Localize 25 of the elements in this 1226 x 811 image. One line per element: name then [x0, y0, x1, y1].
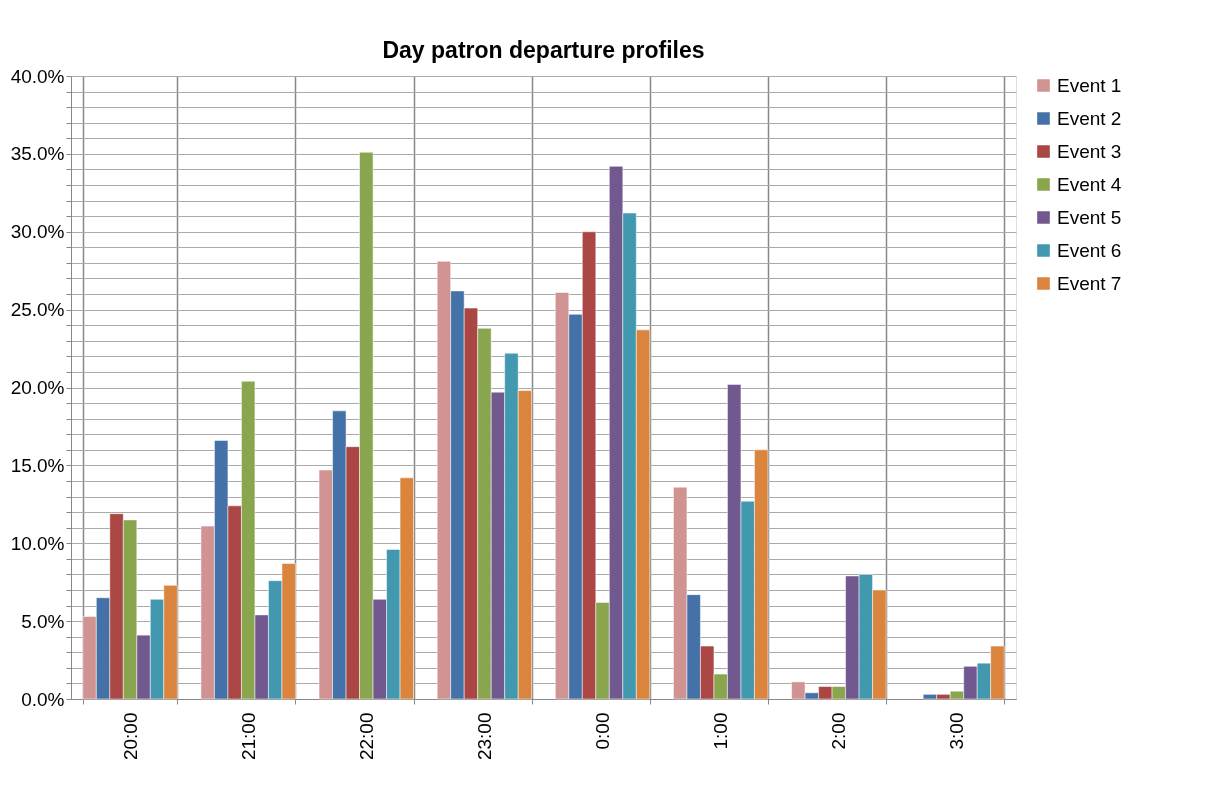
- legend-label: Event 3: [1057, 140, 1122, 162]
- y-tick-label: 0.0%: [21, 688, 65, 710]
- y-tick-label: 25.0%: [10, 299, 65, 321]
- legend-label: Event 6: [1057, 239, 1122, 261]
- legend-label: Event 7: [1057, 272, 1122, 294]
- y-tick-label: 40.0%: [10, 65, 65, 87]
- x-tick-label: 0:00: [592, 712, 614, 750]
- x-tick-label: 23:00: [473, 712, 495, 761]
- x-tick-label: 3:00: [946, 712, 968, 750]
- y-tick-label: 20.0%: [10, 377, 65, 398]
- legend-label: Event 1: [1057, 74, 1122, 96]
- y-tick-label: 15.0%: [10, 454, 65, 476]
- x-tick-label: 20:00: [119, 712, 141, 761]
- legend-label: Event 4: [1057, 173, 1122, 195]
- y-tick-label: 35.0%: [10, 143, 65, 165]
- chart-title: Day patron departure profiles: [382, 37, 705, 63]
- x-tick-label: 22:00: [355, 712, 377, 761]
- y-tick-label: 5.0%: [21, 610, 65, 632]
- y-tick-label: 10.0%: [10, 532, 65, 554]
- legend-label: Event 2: [1057, 107, 1122, 129]
- x-tick-label: 1:00: [710, 712, 732, 750]
- y-tick-label: 30.0%: [10, 221, 65, 243]
- x-tick-label: 2:00: [828, 712, 850, 750]
- x-tick-label: 21:00: [237, 712, 259, 761]
- legend-label: Event 5: [1057, 206, 1122, 228]
